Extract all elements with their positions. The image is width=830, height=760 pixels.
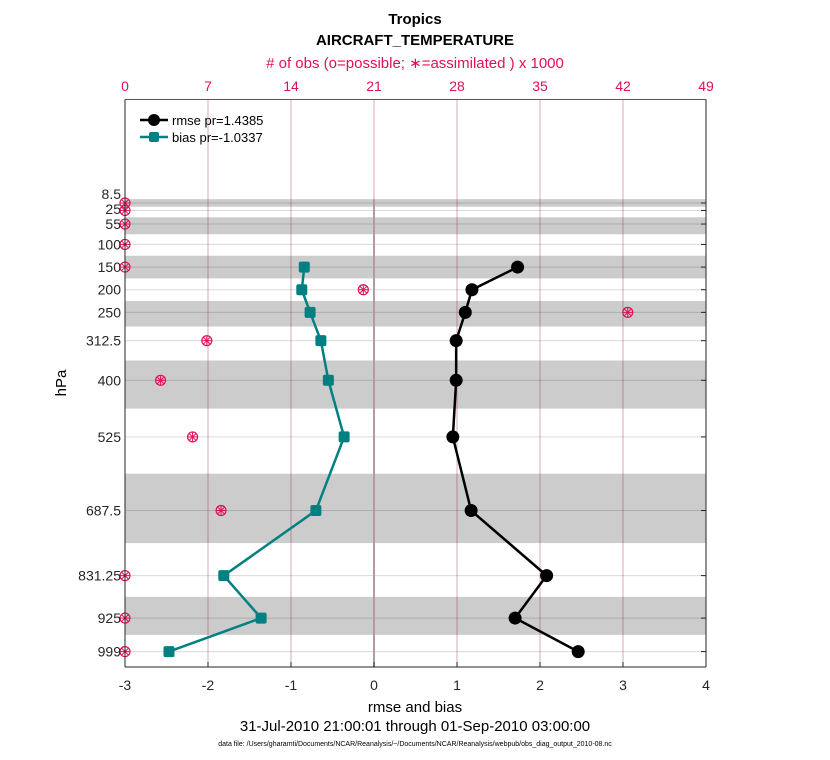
bias-point (304, 306, 316, 318)
date-range: 31-Jul-2010 21:00:01 through 01-Sep-2010… (240, 718, 590, 735)
top-tick-label: 49 (698, 78, 714, 94)
asterisk-stroke (188, 433, 197, 441)
top-tick-label: 35 (532, 78, 548, 94)
obs-assimilated-marker (216, 505, 227, 516)
shaded-band (125, 301, 706, 327)
asterisk-stroke (623, 308, 632, 317)
rmse-point (464, 504, 478, 518)
asterisk-stroke (202, 336, 211, 345)
asterisk-stroke (217, 506, 225, 515)
y-tick-label: 25 (105, 201, 121, 217)
x-tick-label: -2 (202, 677, 215, 693)
x-tick-label: 1 (453, 677, 461, 693)
shaded-band (125, 199, 706, 207)
bias-point (315, 335, 327, 347)
bias-point (322, 374, 334, 386)
top-tick-label: 42 (615, 78, 631, 94)
chart-subtitle: AIRCRAFT_TEMPERATURE (316, 32, 514, 49)
y-tick-label: 312.5 (86, 333, 121, 349)
x-tick-label: 3 (619, 677, 627, 693)
obs-assimilated-marker (622, 307, 633, 318)
obs-assimilated-marker (201, 335, 212, 346)
y-tick-label: 400 (98, 372, 122, 388)
bias-point (296, 284, 308, 296)
y-tick-label: 55 (105, 216, 121, 232)
x-tick-label: -1 (285, 677, 298, 693)
shaded-band (125, 360, 706, 409)
asterisk-stroke (156, 376, 165, 385)
x-tick-label: 4 (702, 677, 710, 693)
x-tick-label: -3 (119, 677, 132, 693)
y-tick-label: 831.25 (78, 568, 121, 584)
y-tick-label: 687.5 (86, 503, 121, 519)
y-tick-label: 100 (98, 236, 122, 252)
obs-assimilated-marker (358, 284, 369, 295)
top-tick-label: 7 (204, 78, 212, 94)
rmse-point (446, 430, 460, 444)
bias-point (338, 431, 350, 443)
shaded-band (125, 255, 706, 279)
x-tick-label: 0 (370, 677, 378, 693)
shaded-band (125, 596, 706, 635)
rmse-point (449, 373, 463, 387)
rmse-point (458, 305, 472, 319)
rmse-point (465, 283, 479, 297)
rmse-point (449, 334, 463, 348)
y-tick-label: 200 (98, 282, 122, 298)
bias-point (163, 646, 175, 658)
series-line (168, 266, 346, 653)
legend-marker (148, 114, 160, 126)
rmse-point (540, 569, 554, 583)
x-axis-label: rmse and bias (368, 699, 462, 716)
rmse-point (508, 611, 522, 625)
y-tick-label: 525 (98, 429, 122, 445)
bias-point (218, 570, 230, 582)
obs-assimilated-marker (187, 431, 198, 442)
top-tick-label: 0 (121, 78, 129, 94)
legend-label: bias pr=-1.0337 (172, 130, 263, 145)
rmse-point (571, 645, 585, 659)
y-axis-label: hPa (53, 369, 70, 396)
rmse-point (511, 260, 525, 274)
top-tick-label: 21 (366, 78, 382, 94)
top-tick-label: 28 (449, 78, 465, 94)
y-tick-label: 250 (98, 304, 122, 320)
obs-assimilated-marker (155, 375, 166, 386)
legend-label: rmse pr=1.4385 (172, 113, 263, 128)
x-tick-label: 2 (536, 677, 544, 693)
series-line (451, 265, 579, 653)
y-tick-label: 8.5 (102, 186, 122, 202)
top-axis-label: # of obs (o=possible; ∗=assimilated ) x … (266, 55, 564, 72)
top-tick-label: 14 (283, 78, 299, 94)
asterisk-stroke (359, 285, 368, 294)
shaded-band (125, 473, 706, 544)
bias-point (310, 505, 322, 517)
legend-marker (149, 132, 159, 142)
bias-point (255, 612, 267, 624)
data-file-note: data file: /Users/gharamti/Documents/NCA… (218, 741, 612, 748)
y-tick-label: 925 (98, 610, 122, 626)
y-tick-label: 150 (98, 259, 122, 275)
shaded-band (125, 217, 706, 235)
y-tick-label: 999 (98, 644, 122, 660)
bias-point (298, 261, 310, 273)
chart-title: Tropics (388, 11, 441, 28)
